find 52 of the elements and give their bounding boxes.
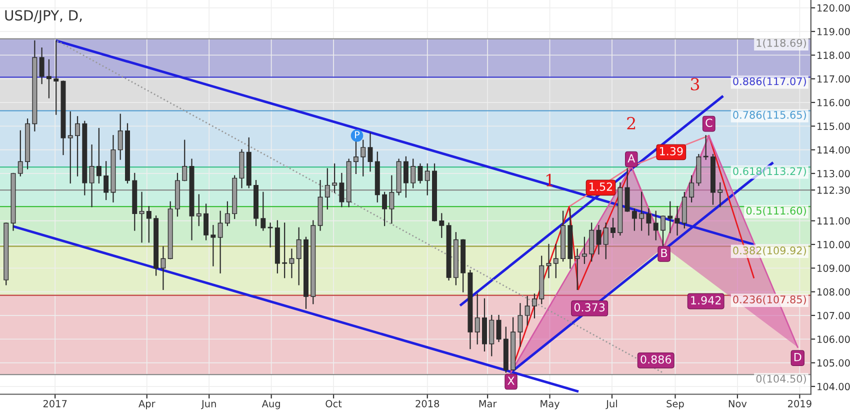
ref-line-label: 0.886(117.07)	[733, 77, 806, 86]
y-tick-label: 107.00	[818, 312, 850, 320]
annotation: 1.942	[691, 296, 721, 304]
ref-line-label: 0.236(107.85)	[733, 295, 806, 305]
annotation: D	[794, 353, 802, 362]
y-tick-label: 109.00	[818, 264, 850, 272]
annotation: 0.886	[640, 355, 672, 364]
annotation: C	[706, 118, 712, 127]
annotation: A	[628, 154, 636, 162]
annotation: 1.52	[590, 182, 612, 191]
ref-line-label: 0.382(109.92)	[733, 246, 806, 256]
x-tick-label: Sep	[666, 400, 684, 410]
y-tick-label: 118.00	[818, 52, 850, 59]
x-tick-label: Aug	[262, 400, 280, 410]
text: USD/JPY, D,	[5, 10, 82, 24]
y-tick-label: 106.00	[818, 336, 850, 343]
ref-line-label: 0.618(113.27)	[733, 167, 806, 176]
x-tick-label: 2017	[43, 400, 67, 408]
ref-line-label: 1(118.69)	[756, 38, 806, 48]
annotation: P	[355, 131, 360, 138]
y-tick-label: 112.30	[818, 186, 850, 194]
y-tick-label: 115.00	[818, 122, 850, 130]
y-tick-label: 119.00	[818, 28, 850, 36]
y-tick-label: 105.00	[818, 359, 850, 367]
x-tick-label: Jul	[606, 400, 617, 410]
y-tick-label: 120.00	[818, 4, 850, 12]
ref-line-label: 0(104.50)	[756, 374, 806, 384]
annotation: B	[661, 248, 668, 257]
x-tick-label: Nov	[728, 400, 747, 408]
annotation: X	[508, 376, 514, 385]
ref-line-label: 0.5(111.60)	[746, 206, 806, 216]
annotation: 1.39	[660, 146, 683, 156]
annotation: 3	[690, 78, 700, 90]
y-tick-label: 117.00	[818, 75, 850, 83]
y-tick-label: 113.00	[818, 170, 850, 178]
x-tick-label: Jun	[201, 400, 216, 410]
ref-line-label: 0.786(115.65)	[733, 110, 806, 120]
annotation: 1	[546, 174, 553, 186]
x-tick-label: 2018	[416, 400, 440, 408]
annotation: 2	[627, 116, 636, 130]
y-tick-label: 104.00	[818, 382, 850, 390]
annotation: 0.373	[574, 303, 605, 312]
y-tick-label: 116.00	[818, 98, 850, 106]
y-tick-label: 108.00	[818, 288, 850, 296]
x-tick-label: Oct	[326, 400, 342, 408]
y-tick-label: 110.00	[818, 240, 850, 248]
x-tick-label: Apr	[138, 400, 156, 410]
x-tick-label: Mar	[479, 400, 497, 408]
x-tick-label: 2019	[788, 400, 812, 408]
x-tick-label: May	[540, 400, 560, 410]
y-tick-label: 111.00	[818, 217, 850, 225]
y-tick-label: 114.00	[818, 146, 850, 154]
